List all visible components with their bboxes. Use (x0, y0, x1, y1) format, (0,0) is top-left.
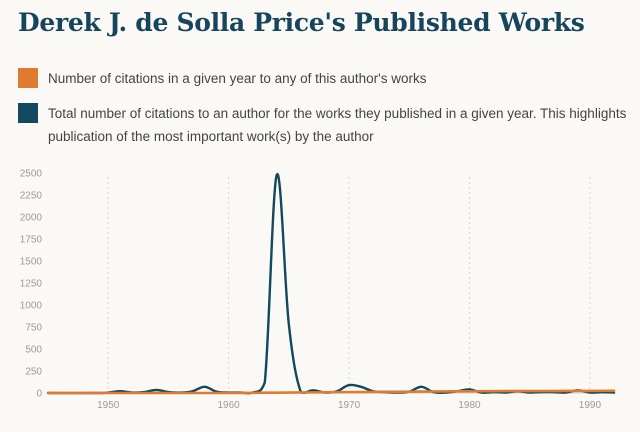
chart-title: Derek J. de Solla Price's Published Work… (18, 8, 585, 37)
legend-swatch-navy (18, 103, 38, 123)
legend-item-citations-per-year: Number of citations in a given year to a… (18, 68, 638, 90)
y-tick-label: 1750 (20, 235, 43, 246)
x-tick-label: 1970 (338, 400, 361, 411)
x-tick-label: 1960 (218, 400, 241, 411)
x-tick-label: 1950 (97, 400, 120, 411)
y-tick-label: 2000 (20, 213, 43, 224)
axis-ticks: 0 250 500 750 1000 1250 1500 1750 2000 2250 2500 19… (20, 169, 602, 412)
x-tick-label: 1980 (458, 400, 481, 411)
legend-item-citations-by-publication-year: Total number of citations to an author f… (18, 103, 638, 148)
y-tick-label: 1250 (20, 279, 43, 290)
y-tick-label: 750 (25, 323, 42, 334)
legend-label-citations-per-year: Number of citations in a given year to a… (48, 67, 638, 90)
legend-swatch-orange (18, 68, 38, 88)
y-tick-label: 250 (25, 367, 42, 378)
x-tick-label: 1990 (579, 400, 602, 411)
y-tick-label: 2500 (20, 169, 43, 180)
grid-lines (48, 177, 614, 393)
y-tick-label: 2250 (20, 191, 43, 202)
legend-label-citations-by-publication-year: Total number of citations to an author f… (48, 102, 638, 148)
series-lines (48, 174, 614, 393)
y-tick-label: 1000 (20, 301, 43, 312)
series-line-citations-by-publication-year (48, 174, 614, 393)
y-tick-label: 500 (25, 345, 42, 356)
line-chart: 0 250 500 750 1000 1250 1500 1750 2000 2250 2500 19… (0, 160, 640, 432)
y-tick-label: 0 (36, 389, 42, 400)
y-tick-label: 1500 (20, 257, 43, 268)
